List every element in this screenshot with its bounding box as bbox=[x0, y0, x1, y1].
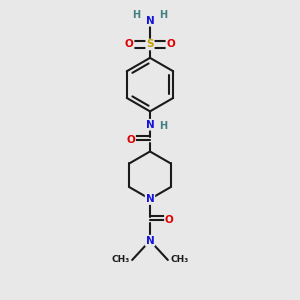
Text: O: O bbox=[126, 135, 135, 145]
Text: N: N bbox=[146, 194, 154, 204]
Text: O: O bbox=[125, 40, 134, 50]
Text: N: N bbox=[146, 120, 154, 130]
Text: CH₃: CH₃ bbox=[112, 256, 130, 265]
Text: CH₃: CH₃ bbox=[170, 256, 188, 265]
Text: O: O bbox=[165, 215, 174, 225]
Text: N: N bbox=[146, 236, 154, 246]
Text: N: N bbox=[146, 16, 154, 26]
Text: H: H bbox=[133, 10, 141, 20]
Text: S: S bbox=[146, 40, 154, 50]
Text: H: H bbox=[159, 121, 167, 131]
Text: H: H bbox=[159, 10, 167, 20]
Text: O: O bbox=[167, 40, 175, 50]
